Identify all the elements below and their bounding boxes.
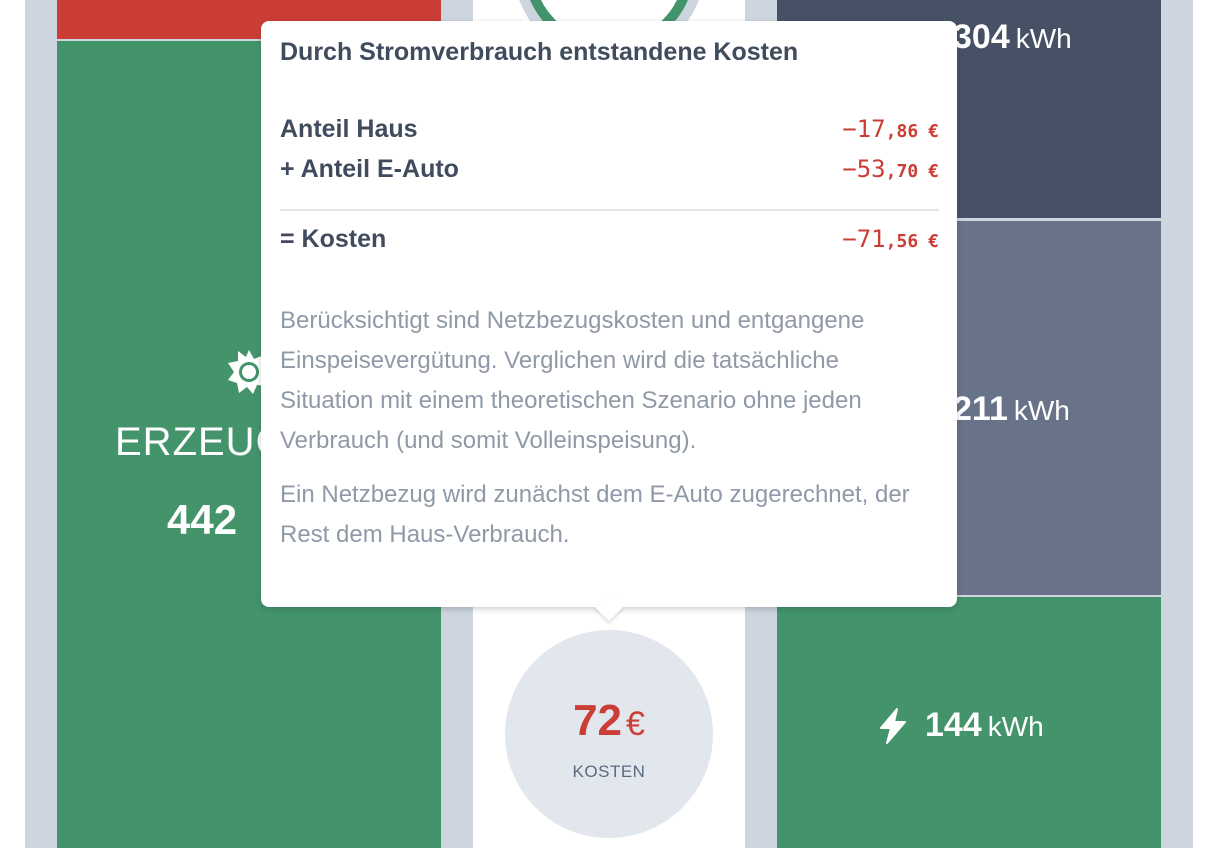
divider [280, 209, 939, 211]
cost-circle[interactable]: 72 € KOSTEN [505, 630, 713, 838]
cost-tooltip: Durch Stromverbrauch entstandene Kosten … [261, 21, 957, 607]
tooltip-explanation: Berücksichtigt sind Netzbezugskosten und… [280, 307, 865, 454]
car-consumption-value: 211 kWh [953, 390, 1070, 428]
cost-total-value: −71,56 € [842, 225, 939, 253]
production-value: 442 [167, 496, 238, 543]
cost-label: KOSTEN [572, 762, 646, 781]
cost-row-car: + Anteil E-Auto −53,70 € [280, 155, 939, 195]
cost-row-total: = Kosten −71,56 € [280, 225, 939, 265]
feed-in-value: 144 kWh [877, 706, 1044, 745]
cost-total-label: = Kosten [280, 225, 387, 253]
cost-row-label: + Anteil E-Auto [280, 155, 459, 183]
cost-value: 72 [573, 696, 623, 745]
cost-unit: € [626, 705, 645, 743]
cost-row-house: Anteil Haus −17,86 € [280, 115, 939, 155]
cost-row-value: −53,70 € [842, 155, 939, 183]
cost-breakdown: Anteil Haus −17,86 € + Anteil E-Auto −53,… [280, 115, 939, 265]
house-consumption-value: 304 kWh [953, 18, 1072, 56]
tooltip-title: Durch Stromverbrauch entstandene Kosten [280, 38, 799, 66]
bolt-icon [880, 707, 906, 744]
cost-row-label: Anteil Haus [280, 115, 418, 143]
cost-value-line: 72 € [505, 696, 713, 746]
tooltip-note: Ein Netzbezug wird zunächst dem E-Auto z… [280, 481, 910, 548]
cost-row-value: −17,86 € [842, 115, 939, 143]
feed-in-block[interactable] [777, 597, 1161, 848]
